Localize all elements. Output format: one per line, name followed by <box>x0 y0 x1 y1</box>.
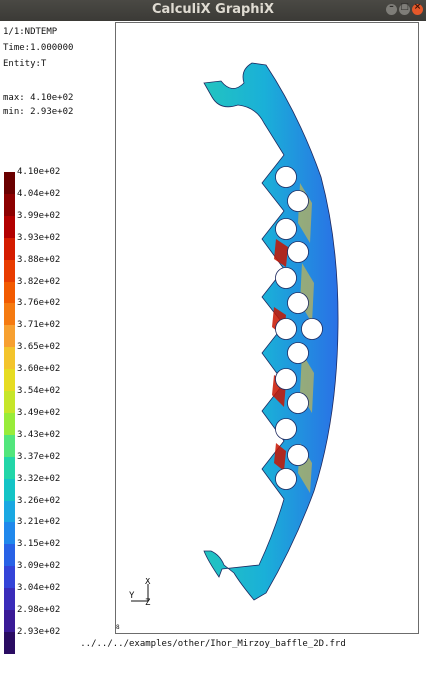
close-button[interactable]: × <box>412 2 423 15</box>
legend-swatch <box>4 544 15 567</box>
title-bar: CalculiX GraphiX – □ × <box>0 0 426 21</box>
tube-hole <box>287 342 309 364</box>
axis-triad: X Y Z <box>129 578 151 608</box>
legend-label: 3.65e+02 <box>17 342 61 353</box>
legend-swatch <box>4 215 15 239</box>
legend-swatch <box>4 588 15 611</box>
legend-swatch <box>4 566 15 589</box>
tube-hole <box>287 241 309 263</box>
legend-label: 3.32e+02 <box>17 473 61 484</box>
hot-zone-1 <box>274 239 288 267</box>
window-title: CalculiX GraphiX <box>151 2 275 17</box>
corner-mark: 8 <box>116 624 120 631</box>
legend-swatch <box>4 522 15 545</box>
legend-swatch <box>4 500 15 523</box>
legend-swatch <box>4 434 15 458</box>
legend-label: 3.49e+02 <box>17 407 61 418</box>
legend-swatch <box>4 325 15 348</box>
legend-label: 4.04e+02 <box>17 188 61 199</box>
legend-label: 3.37e+02 <box>17 451 61 462</box>
legend-swatch <box>4 347 15 370</box>
max-label: max: 4.10e+02 <box>3 93 74 103</box>
baffle-model <box>203 62 339 601</box>
min-label: min: 2.93e+02 <box>3 107 74 117</box>
tube-hole <box>275 368 297 390</box>
legend-label: 3.43e+02 <box>17 429 61 440</box>
legend-swatch <box>4 478 15 501</box>
legend-label: 3.93e+02 <box>17 232 61 243</box>
legend-swatch <box>4 281 15 304</box>
legend-label: 3.54e+02 <box>17 386 61 396</box>
legend-swatch <box>4 193 15 217</box>
legend-swatch <box>4 259 15 282</box>
legend-label: 3.60e+02 <box>17 364 61 375</box>
axis-x-label: X <box>145 578 151 587</box>
tube-hole <box>301 318 323 340</box>
legend-swatch <box>4 631 15 655</box>
tube-holes <box>275 166 323 490</box>
tube-hole <box>287 292 309 314</box>
maximize-button[interactable]: □ <box>399 2 410 15</box>
close-icon: × <box>413 2 422 12</box>
legend-swatch <box>4 456 15 480</box>
step-label: 1/1:NDTEMP <box>3 27 58 37</box>
tube-hole <box>275 418 297 440</box>
legend-label: 3.88e+02 <box>17 254 61 265</box>
tube-hole <box>287 444 309 466</box>
legend-label: 3.04e+02 <box>17 583 61 594</box>
legend-swatch <box>4 172 15 195</box>
graphics-viewport[interactable]: X Y Z <box>115 22 419 634</box>
legend-label: 3.15e+02 <box>17 539 61 550</box>
legend-label: 2.93e+02 <box>17 626 61 637</box>
legend-label: 3.09e+02 <box>17 561 61 572</box>
legend-swatch <box>4 369 15 392</box>
tube-hole <box>275 468 297 490</box>
legend-swatch <box>4 303 15 326</box>
legend-label: 2.98e+02 <box>17 605 61 615</box>
file-path: ../../../examples/other/Ihor_Mirzoy_baff… <box>80 639 346 649</box>
tube-hole <box>287 392 309 414</box>
legend-swatch <box>4 412 15 436</box>
legend-swatch <box>4 237 15 261</box>
legend-swatch <box>4 391 15 414</box>
entity-label: Entity:T <box>3 59 47 69</box>
legend-label: 4.10e+02 <box>17 167 61 177</box>
legend-swatch <box>4 610 15 633</box>
legend-label: 3.76e+02 <box>17 298 61 309</box>
tube-hole <box>287 190 309 212</box>
minimize-button[interactable]: – <box>386 2 397 15</box>
legend-label: 3.21e+02 <box>17 517 61 528</box>
hot-zone-4 <box>274 443 286 471</box>
tube-hole <box>275 318 297 340</box>
tube-hole <box>275 218 297 240</box>
legend-label: 3.71e+02 <box>17 320 61 331</box>
minimize-icon: – <box>389 2 394 12</box>
legend-label: 3.99e+02 <box>17 210 61 221</box>
maximize-icon: □ <box>400 2 409 12</box>
axis-y-label: Y <box>129 591 135 601</box>
tube-hole <box>275 267 297 289</box>
tube-hole <box>275 166 297 188</box>
legend-label: 3.82e+02 <box>17 276 61 287</box>
axis-z-label: Z <box>145 598 151 608</box>
time-label: Time:1.000000 <box>3 43 74 53</box>
legend-label: 3.26e+02 <box>17 495 61 506</box>
